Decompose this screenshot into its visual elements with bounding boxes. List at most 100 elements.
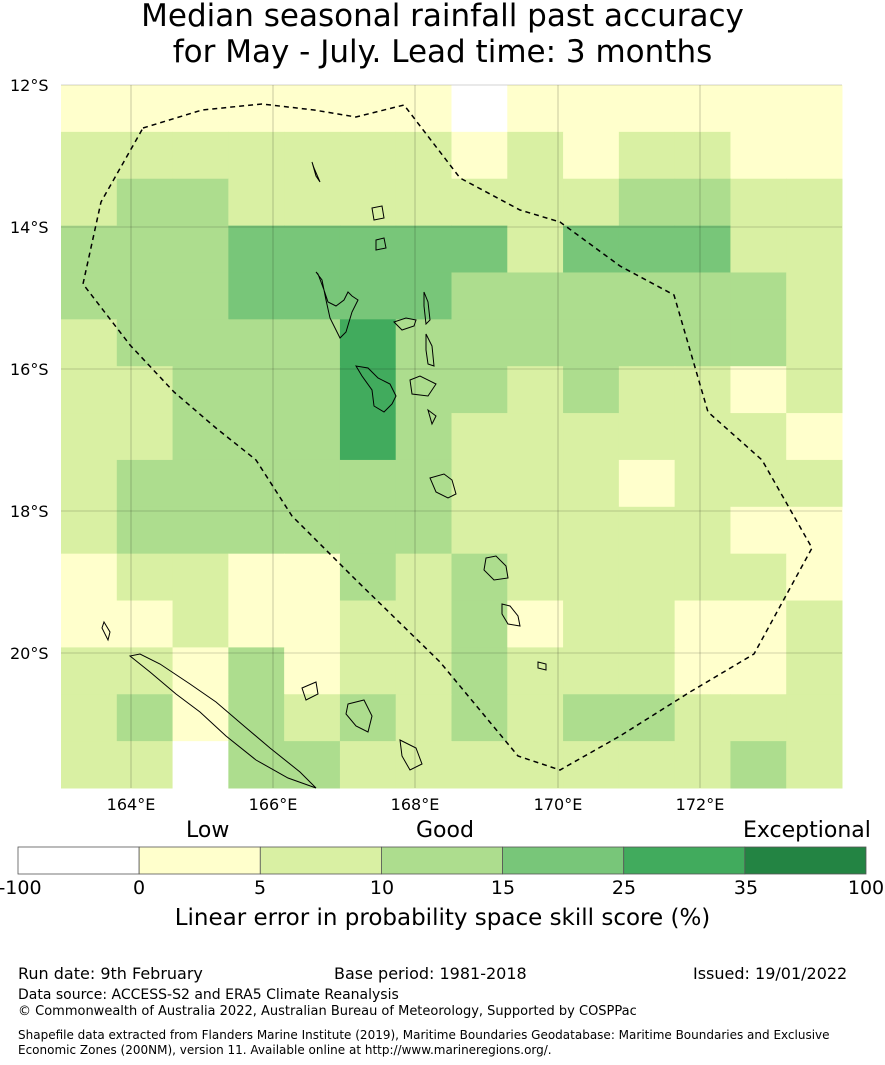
category-low: Low <box>186 818 230 843</box>
skill-cell <box>395 319 452 367</box>
skill-cell <box>674 319 731 367</box>
skill-cell <box>116 506 174 555</box>
lon-label-170e: 170°E <box>533 795 583 814</box>
skill-cell <box>618 506 676 555</box>
colorbar-segment <box>138 846 261 875</box>
data-source: Data source: ACCESS-S2 and ERA5 Climate … <box>18 987 399 1003</box>
skill-cell <box>507 647 564 695</box>
ambrym-island <box>409 375 437 397</box>
skill-cell <box>339 741 397 789</box>
skill-cell <box>451 366 508 414</box>
skill-cell <box>228 741 285 789</box>
skill-cell <box>172 741 229 789</box>
espiritu-santo-island <box>315 271 359 339</box>
skill-cell <box>228 600 285 648</box>
skill-cell <box>116 647 174 695</box>
skill-cell <box>172 178 229 227</box>
colorbar <box>17 846 867 875</box>
skill-cell <box>116 272 174 320</box>
skill-cell <box>172 413 229 461</box>
skill-cell <box>395 459 452 508</box>
skill-cell <box>451 694 508 742</box>
colorbar-segment <box>502 846 625 875</box>
new-caledonia <box>128 653 317 789</box>
lon-label-172e: 172°E <box>675 795 725 814</box>
skill-cell <box>339 85 397 133</box>
skill-cell <box>451 647 508 695</box>
skill-cell <box>563 647 620 695</box>
skill-cell <box>786 600 843 648</box>
skill-cell <box>451 459 508 508</box>
skill-cell <box>618 366 676 414</box>
skill-cell <box>618 459 676 508</box>
skill-cell <box>563 131 620 180</box>
skill-cell <box>730 366 787 414</box>
skill-cell <box>730 85 787 133</box>
skill-cell <box>284 131 341 180</box>
torres-islands <box>311 161 321 183</box>
skill-cell <box>395 131 452 180</box>
skill-cell <box>395 85 452 133</box>
skill-cell <box>451 131 508 180</box>
skill-cell <box>451 319 508 367</box>
lat-label-14s: 14°S <box>10 218 49 237</box>
skill-cell <box>116 600 174 648</box>
skill-cell <box>339 553 397 602</box>
skill-cell <box>618 413 676 461</box>
skill-cell <box>395 741 452 789</box>
skill-cell <box>172 225 229 273</box>
erromango-island <box>483 555 509 581</box>
skill-cell <box>395 553 452 602</box>
skill-cell <box>730 131 787 180</box>
skill-cell <box>618 647 676 695</box>
skill-cell <box>395 600 452 648</box>
skill-cell <box>284 553 341 602</box>
skill-cell <box>618 85 676 133</box>
skill-cell <box>116 319 174 367</box>
skill-cell <box>563 506 620 555</box>
base-period: Base period: 1981-2018 <box>334 964 527 983</box>
skill-cell <box>284 85 341 133</box>
skill-cell <box>507 225 564 273</box>
loyalty-islands <box>301 681 423 771</box>
skill-cell <box>116 459 174 508</box>
skill-cell <box>116 366 174 414</box>
skill-cell <box>61 506 118 555</box>
skill-cell <box>563 225 620 273</box>
skill-cell <box>507 178 564 227</box>
skill-cell <box>563 459 620 508</box>
skill-cell <box>61 319 118 367</box>
skill-cell <box>618 272 676 320</box>
skill-cell <box>339 131 397 180</box>
skill-cell <box>61 225 118 273</box>
skill-cell <box>339 647 397 695</box>
map-title-line-2: for May - July. Lead time: 3 months <box>172 34 713 70</box>
skill-cell <box>563 694 620 742</box>
skill-cell <box>284 741 341 789</box>
skill-cell <box>339 225 397 273</box>
belep-islands <box>101 620 111 642</box>
graticule <box>61 84 842 788</box>
skill-cell <box>563 366 620 414</box>
skill-cell <box>451 600 508 648</box>
colorbar-tick: 5 <box>253 877 267 899</box>
skill-cell <box>674 600 731 648</box>
lat-label-16s: 16°S <box>10 360 49 379</box>
skill-cell <box>507 131 564 180</box>
colorbar-segment <box>744 846 867 875</box>
skill-cell <box>395 225 452 273</box>
skill-cell <box>507 600 564 648</box>
skill-cell <box>172 553 229 602</box>
skill-cell <box>730 225 787 273</box>
skill-cell <box>786 459 843 508</box>
lat-label-20s: 20°S <box>10 644 49 663</box>
skill-cell <box>228 694 285 742</box>
shapefile-credit-1: Shapefile data extracted from Flanders M… <box>18 1028 830 1042</box>
skill-cell <box>451 225 508 273</box>
skill-cell <box>674 225 731 273</box>
colorbar-tick: -100 <box>0 877 42 899</box>
colorbar-segment <box>17 846 140 875</box>
colorbar-tick: 35 <box>733 877 759 899</box>
skill-cell <box>507 553 564 602</box>
run-date: Run date: 9th February <box>18 964 203 983</box>
